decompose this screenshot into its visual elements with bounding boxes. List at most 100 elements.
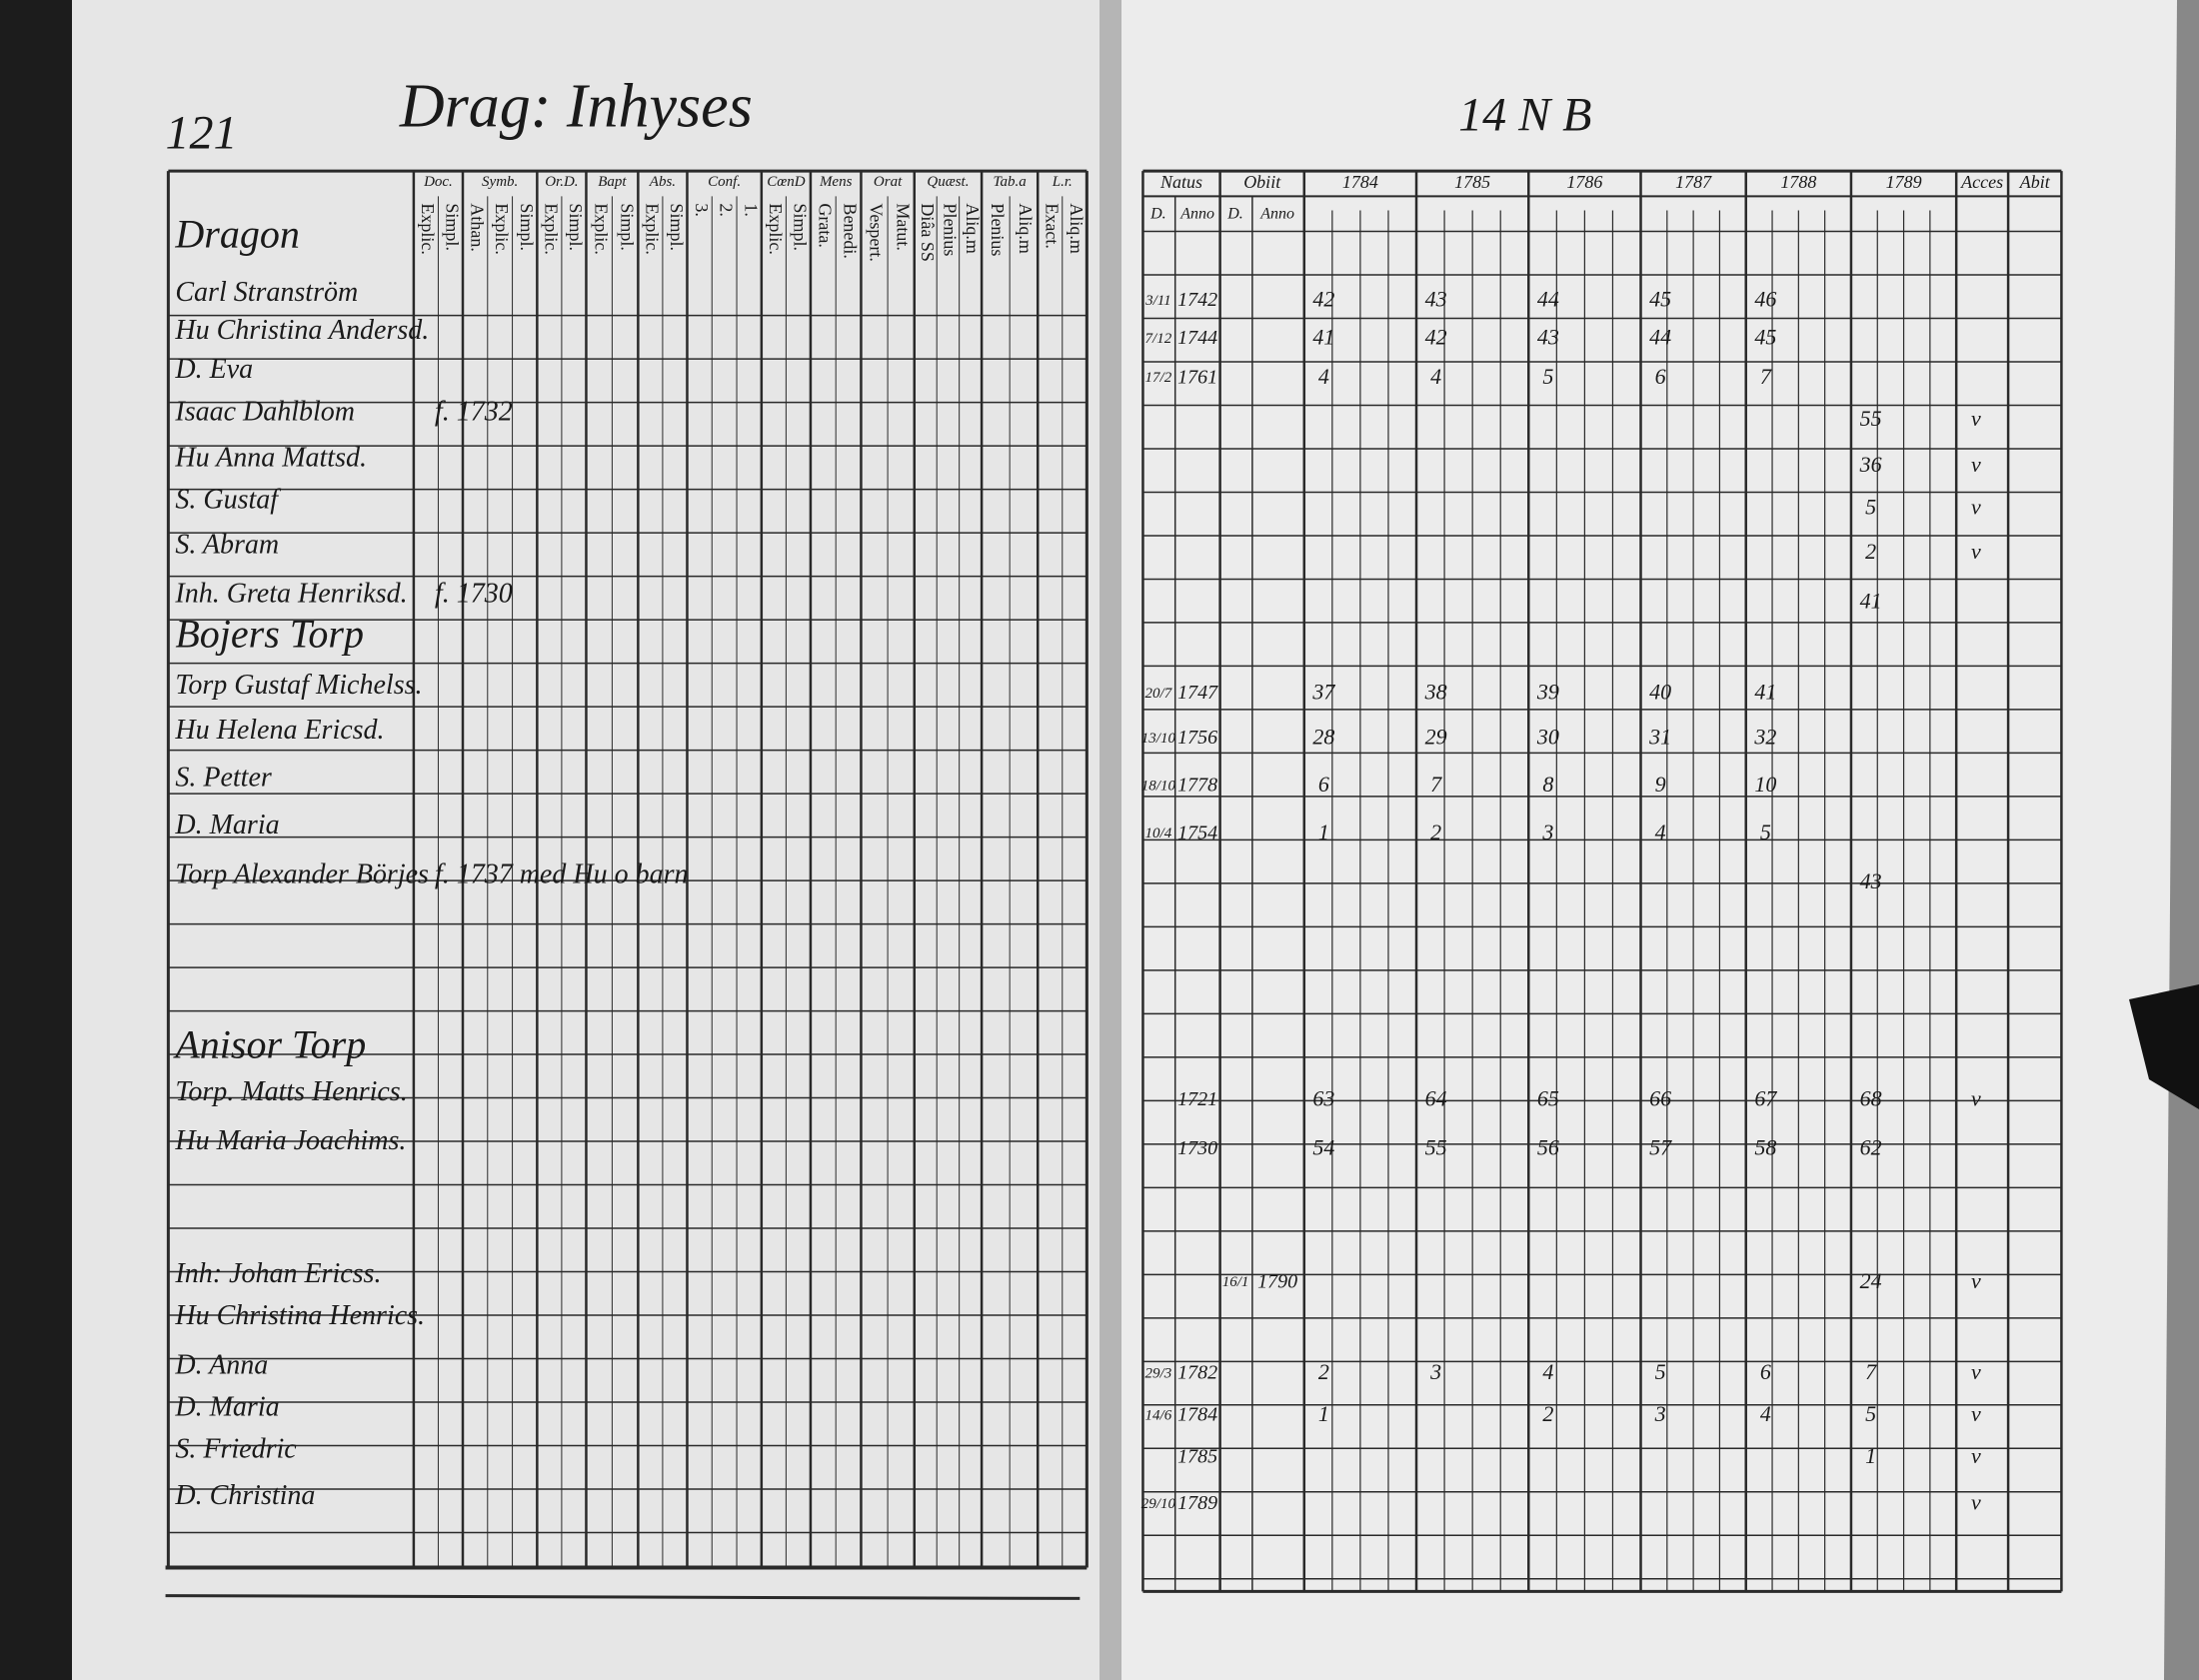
natus-day: 20/7 — [1145, 686, 1173, 702]
year-entry: 4 — [1430, 364, 1441, 389]
year-entry: 5 — [1865, 1401, 1876, 1426]
natus-anno: 1747 — [1177, 682, 1218, 704]
column-sub: Aliq.m — [1016, 203, 1036, 254]
column-heading: Or.D. — [545, 174, 578, 190]
sub-heading: Anno — [1259, 205, 1294, 222]
person-name: S. Friedric — [175, 1434, 297, 1465]
rule — [165, 1594, 1081, 1600]
column-heading: Symb. — [482, 174, 518, 190]
year-entry: 54 — [1312, 1135, 1334, 1160]
year-entry: 45 — [1649, 287, 1671, 312]
edge — [2164, 0, 2199, 1680]
year-entry: 5 — [1760, 820, 1771, 844]
column-sub: Simpl. — [791, 203, 811, 251]
natus-day: 10/4 — [1145, 826, 1172, 841]
year-entry: 5 — [1542, 364, 1553, 389]
natus-anno: 1730 — [1177, 1137, 1217, 1159]
year-entry: 1 — [1318, 1401, 1329, 1426]
year-entry: 31 — [1648, 724, 1671, 749]
column-sub: Simpl. — [667, 203, 687, 251]
person-name: Hu Anna Mattsd. — [174, 443, 367, 474]
section-heading: Bojers Torp — [175, 612, 364, 657]
year-entry: 36 — [1859, 452, 1882, 477]
column-sub: Exact. — [1042, 203, 1062, 248]
year-entry: 46 — [1754, 287, 1776, 312]
person-name: Inh: Johan Ericss. — [174, 1258, 381, 1289]
column-sub: 3. — [692, 203, 712, 217]
year-entry: 62 — [1860, 1135, 1882, 1160]
acces: v — [1971, 1268, 1981, 1293]
person-name: S. Abram — [175, 530, 279, 561]
obiit-day: 16/1 — [1222, 1274, 1249, 1290]
year-entry: 4 — [1542, 1359, 1553, 1384]
year-entry: 63 — [1312, 1085, 1334, 1110]
year-entry: 58 — [1754, 1135, 1776, 1160]
year-entry: 66 — [1649, 1085, 1671, 1110]
note: f. 1730 — [435, 579, 513, 610]
year-entry: 10 — [1754, 772, 1776, 797]
year-entry: 28 — [1312, 724, 1334, 749]
acces: v — [1971, 1401, 1981, 1426]
column-sub: Explic. — [643, 203, 663, 255]
year-entry: 4 — [1318, 364, 1329, 389]
column-heading: Acces — [1960, 172, 2003, 192]
column-heading: 1787 — [1675, 172, 1712, 192]
year-entry: 68 — [1860, 1085, 1882, 1110]
spine — [0, 0, 72, 1680]
sub-heading: D. — [1226, 205, 1243, 222]
year-entry: 7 — [1430, 772, 1442, 797]
natus-anno: 1761 — [1177, 366, 1217, 388]
person-name: S. Gustaf — [175, 485, 281, 516]
note: f. 1732 — [435, 396, 513, 427]
year-entry: 43 — [1425, 287, 1447, 312]
natus-anno: 1785 — [1177, 1446, 1217, 1468]
column-sub: 2. — [717, 203, 737, 217]
column-sub: Grata. — [815, 203, 835, 247]
column-sub: Benedi. — [841, 203, 861, 259]
page-title: Drag: Inhyses — [399, 72, 753, 140]
natus-day: 13/10 — [1141, 731, 1176, 747]
acces: v — [1971, 1443, 1981, 1468]
year-entry: 42 — [1312, 287, 1334, 312]
column-heading: 1786 — [1566, 172, 1602, 192]
natus-anno: 1756 — [1177, 727, 1217, 749]
obiit-anno: 1790 — [1257, 1270, 1297, 1292]
year-entry: 7 — [1760, 364, 1772, 389]
column-sub: Diâa SS — [918, 203, 938, 262]
column-heading: Tab.a — [994, 174, 1027, 190]
year-entry: 45 — [1754, 325, 1776, 350]
column-sub: Explic. — [542, 203, 562, 255]
column-heading: Conf. — [708, 174, 741, 190]
year-entry: 4 — [1655, 820, 1666, 844]
column-heading: Doc. — [423, 174, 453, 190]
column-heading: Obiit — [1243, 172, 1281, 192]
year-entry: 56 — [1537, 1135, 1559, 1160]
column-sub: 1. — [741, 203, 761, 217]
column-heading: Mens — [819, 174, 853, 190]
column-sub: Simpl. — [617, 203, 637, 251]
column-heading: 1784 — [1342, 172, 1378, 192]
year-entry: 8 — [1542, 772, 1553, 797]
natus-anno: 1789 — [1177, 1492, 1217, 1514]
column-sub: Simpl. — [443, 203, 463, 251]
person-name: D. Maria — [174, 810, 279, 840]
acces: v — [1971, 539, 1981, 564]
column-heading: 1785 — [1454, 172, 1490, 192]
person-name: Torp Alexander Börjes — [175, 858, 429, 889]
year-entry: 37 — [1311, 680, 1335, 705]
page-number: 121 — [166, 107, 238, 160]
year-entry: 24 — [1860, 1268, 1882, 1293]
section-heading: Dragon — [174, 212, 299, 257]
natus-day: 3/11 — [1144, 293, 1171, 309]
column-heading: Quæst. — [927, 174, 969, 190]
sub-heading: D. — [1149, 205, 1166, 222]
year-entry: 2 — [1318, 1359, 1329, 1384]
ruling — [165, 169, 2063, 1600]
year-entry: 30 — [1536, 724, 1559, 749]
column-heading: Abs. — [649, 174, 676, 190]
person-name: S. Petter — [175, 762, 272, 793]
person-name: Carl Stranström — [175, 277, 358, 308]
year-entry: 40 — [1649, 680, 1671, 705]
clip — [2129, 984, 2199, 1109]
acces: v — [1971, 1085, 1981, 1110]
